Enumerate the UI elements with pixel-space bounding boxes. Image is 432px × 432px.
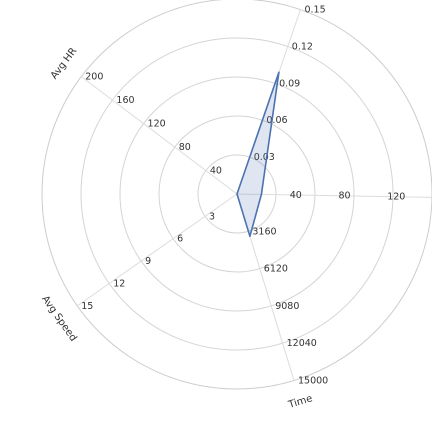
tick-label: 80: [179, 142, 191, 153]
tick-label: 6120: [264, 264, 288, 275]
grid-ring: [119, 76, 355, 312]
tick-label: 12040: [287, 338, 317, 349]
axis-name-label: Avg HR: [49, 46, 80, 82]
tick-label: 0.09: [279, 78, 300, 89]
axis-spoke: [236, 193, 432, 198]
tick-label: 80: [338, 191, 350, 202]
tick-label: 15000: [298, 375, 328, 386]
tick-label: 0.15: [304, 5, 325, 16]
axis-spoke: [76, 193, 238, 307]
grid-ring: [197, 154, 277, 234]
grid-ring: [158, 115, 316, 273]
tick-label: 0.06: [266, 115, 287, 126]
tick-label: 40: [210, 166, 222, 177]
axis-spoke: [80, 76, 238, 195]
grid-ring: [80, 37, 394, 351]
tick-labels: 0.030.060.090.120.1540801201603160612090…: [81, 5, 405, 387]
tick-label: 15: [81, 301, 93, 312]
grid: [41, 0, 432, 390]
outer-ring: [41, 0, 432, 390]
tick-label: 6: [177, 234, 183, 245]
series-polygon: [236, 71, 280, 238]
tick-label: 9: [145, 256, 151, 267]
tick-label: 9080: [275, 301, 299, 312]
tick-label: 200: [85, 72, 103, 83]
tick-label: 0.12: [292, 41, 313, 52]
tick-label: 3160: [252, 226, 276, 237]
tick-label: 120: [148, 119, 166, 130]
tick-label: 40: [290, 190, 302, 201]
tick-label: 12: [113, 278, 125, 289]
tick-label: 0.03: [254, 152, 275, 163]
tick-label: 120: [387, 192, 405, 203]
series-group: [236, 71, 280, 238]
tick-label: 3: [209, 211, 215, 222]
axis-name-label: Avg Speed: [39, 294, 78, 344]
tick-label: 160: [116, 95, 134, 106]
axis-name-label: Time: [286, 393, 314, 411]
